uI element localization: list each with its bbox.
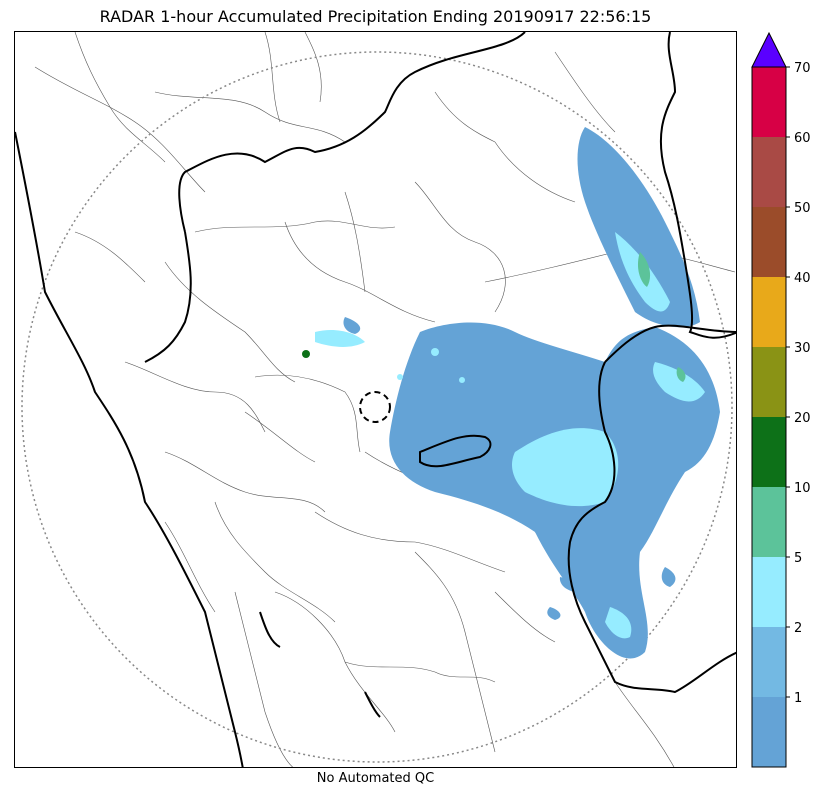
state-boundaries	[15, 32, 736, 767]
colorbar-tick-label: 70	[794, 61, 811, 76]
precipitation-field	[302, 127, 720, 659]
colorbar-tick-label: 5	[794, 551, 802, 566]
colorbar-tick-label: 40	[794, 271, 811, 286]
colorbar-bin	[752, 137, 786, 207]
colorbar-tick-label: 60	[794, 131, 811, 146]
colorbar-extend-triangle	[751, 31, 787, 68]
colorbar-tick-label: 50	[794, 201, 811, 216]
district-boundaries	[34, 32, 736, 767]
colorbar-bin	[752, 487, 786, 557]
colorbar-bin	[752, 67, 786, 137]
qc-caption: No Automated QC	[316, 771, 435, 786]
colorbar-bin	[752, 417, 786, 487]
colorbar: 1 2 5 10 20 30 40 50 60 70	[751, 31, 811, 768]
map-svg	[15, 32, 736, 767]
colorbar-tick-label: 2	[794, 621, 802, 636]
colorbar-tick-label: 1	[794, 691, 802, 706]
colorbar-tick-label: 30	[794, 341, 811, 356]
radar-site-marker	[359, 391, 391, 423]
precip-cell-dark-green	[302, 350, 310, 358]
plot-title: RADAR 1-hour Accumulated Precipitation E…	[99, 7, 652, 26]
colorbar-bin	[752, 557, 786, 627]
colorbar-tick-label: 20	[794, 411, 811, 426]
colorbar-tick-label: 10	[794, 481, 811, 496]
colorbar-bin	[752, 277, 786, 347]
colorbar-bin	[752, 207, 786, 277]
colorbar-bin	[752, 697, 786, 767]
range-ring	[21, 51, 733, 763]
colorbar-bin	[752, 627, 786, 697]
colorbar-bin	[752, 347, 786, 417]
radar-map	[14, 31, 737, 768]
